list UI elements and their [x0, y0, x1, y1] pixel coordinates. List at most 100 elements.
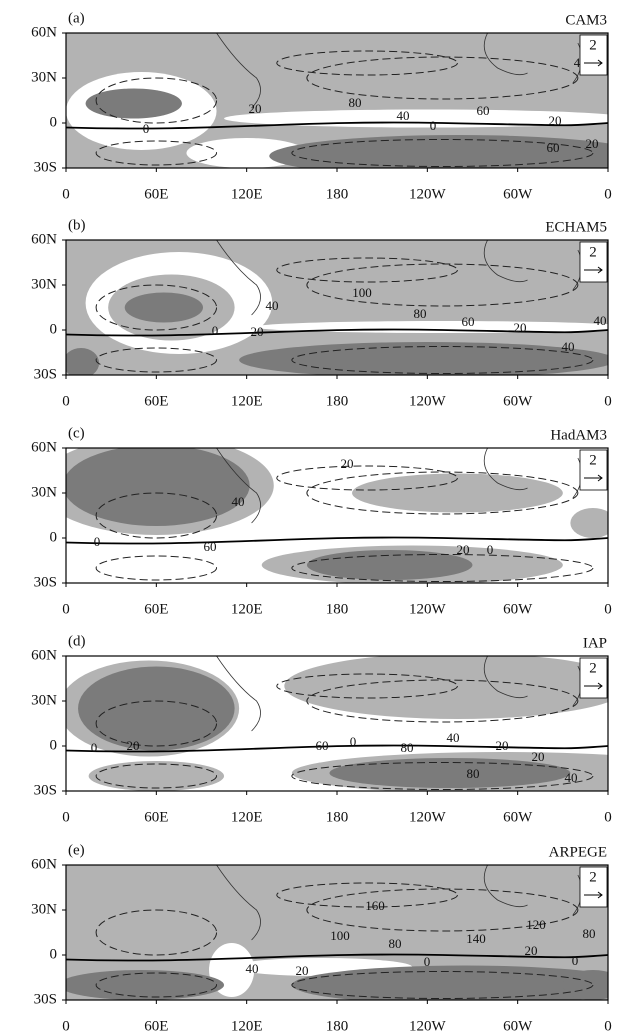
y-tick-label: 60N [31, 856, 57, 872]
panel-label: (a) [68, 10, 85, 26]
x-tick-label: 60W [503, 809, 533, 825]
x-tick-label: 120W [409, 1018, 447, 1034]
x-tick-label: 60W [503, 1018, 533, 1034]
contour-label: 40 [447, 730, 460, 745]
contour-label: 20 [457, 542, 470, 557]
x-tick-label: 120W [409, 186, 447, 202]
vector-key-label: 2 [589, 452, 597, 468]
x-tick-label: 0 [62, 186, 70, 202]
contour-label: 100 [352, 285, 372, 300]
body: {"y_axis_labels":["60N","30N","0","30S"]… [0, 0, 621, 1034]
map-panel [66, 33, 621, 177]
contour-label: 40 [397, 108, 410, 123]
contour-label: 20 [496, 738, 509, 753]
x-tick-label: 120E [231, 809, 263, 825]
contour-label: 160 [365, 898, 385, 913]
x-tick-label: 60W [503, 601, 533, 617]
y-tick-label: 30N [31, 692, 57, 708]
x-tick-label: 0 [604, 601, 612, 617]
panel-label: (e) [68, 842, 85, 858]
y-tick-label: 0 [50, 946, 58, 962]
contour-label: 120 [526, 917, 546, 932]
x-tick-label: 120W [409, 809, 447, 825]
x-tick-label: 60E [144, 601, 168, 617]
x-tick-label: 0 [62, 809, 70, 825]
x-tick-label: 60E [144, 186, 168, 202]
x-tick-label: 180 [326, 809, 349, 825]
shading [58, 970, 224, 1000]
contour-label: 80 [401, 740, 414, 755]
x-tick-label: 120W [409, 393, 447, 409]
y-tick-label: 30S [34, 782, 57, 798]
contour-label: 40 [562, 339, 575, 354]
contour-label: 20 [549, 113, 562, 128]
contour-label: 80 [414, 306, 427, 321]
y-tick-label: 0 [50, 737, 58, 753]
y-tick-label: 30N [31, 901, 57, 917]
shading [563, 970, 621, 1000]
x-tick-label: 60E [144, 809, 168, 825]
contour-label: 20 [525, 943, 538, 958]
contour-label: 60 [462, 314, 475, 329]
model-name: ECHAM5 [545, 219, 607, 235]
vector-key-label: 2 [589, 869, 597, 885]
y-tick-label: 60N [31, 647, 57, 663]
y-tick-label: 0 [50, 321, 58, 337]
y-tick-label: 30N [31, 69, 57, 85]
contour-label: 0 [572, 953, 579, 968]
contour-label: 0 [212, 323, 219, 338]
model-name: ARPEGE [549, 844, 607, 860]
map-panel [39, 436, 616, 585]
contour-label: 60 [316, 738, 329, 753]
x-tick-label: 120E [231, 1018, 263, 1034]
contour-label: 0 [424, 954, 431, 969]
contour-label: 40 [232, 494, 245, 509]
contour-label: 20 [251, 324, 264, 339]
contour-label: 60 [477, 103, 490, 118]
x-tick-label: 60E [144, 393, 168, 409]
y-tick-label: 0 [50, 529, 58, 545]
panel-label: (c) [68, 425, 85, 441]
y-tick-label: 30N [31, 276, 57, 292]
x-tick-label: 0 [62, 601, 70, 617]
x-tick-label: 120E [231, 393, 263, 409]
contour-label: 20 [514, 320, 527, 335]
y-tick-label: 30S [34, 574, 57, 590]
contour-label: 80 [389, 936, 402, 951]
x-tick-label: 0 [62, 1018, 70, 1034]
contour-label: 40 [565, 770, 578, 785]
x-tick-label: 60W [503, 393, 533, 409]
map-panel [63, 240, 621, 378]
y-tick-label: 60N [31, 24, 57, 40]
vector-key-label: 2 [589, 244, 597, 260]
model-name: CAM3 [565, 12, 607, 28]
y-tick-label: 30S [34, 991, 57, 1007]
shading [63, 445, 250, 526]
contour-label: 20 [127, 738, 140, 753]
contour-label: 0 [143, 121, 150, 136]
x-tick-label: 0 [62, 393, 70, 409]
contour-label: 20 [586, 136, 599, 151]
contour-label: 4 [574, 55, 581, 70]
x-tick-label: 180 [326, 186, 349, 202]
y-tick-label: 0 [50, 114, 58, 130]
contour-label: 80 [583, 926, 596, 941]
vector-key-label: 2 [589, 660, 597, 676]
shading [63, 348, 99, 378]
x-tick-label: 60E [144, 1018, 168, 1034]
contour-label: 20 [296, 963, 309, 978]
y-tick-label: 30S [34, 366, 57, 382]
contour-label: 40 [266, 298, 279, 313]
x-tick-label: 0 [604, 809, 612, 825]
x-tick-label: 180 [326, 393, 349, 409]
x-tick-label: 60W [503, 186, 533, 202]
contour-label: 40 [246, 961, 259, 976]
shading [78, 667, 235, 751]
x-tick-label: 0 [604, 186, 612, 202]
contour-label: 20 [249, 101, 262, 116]
y-tick-label: 60N [31, 231, 57, 247]
contour-label: 140 [466, 931, 486, 946]
shading [125, 293, 203, 323]
contour-label: 20 [532, 749, 545, 764]
vector-key-label: 2 [589, 37, 597, 53]
